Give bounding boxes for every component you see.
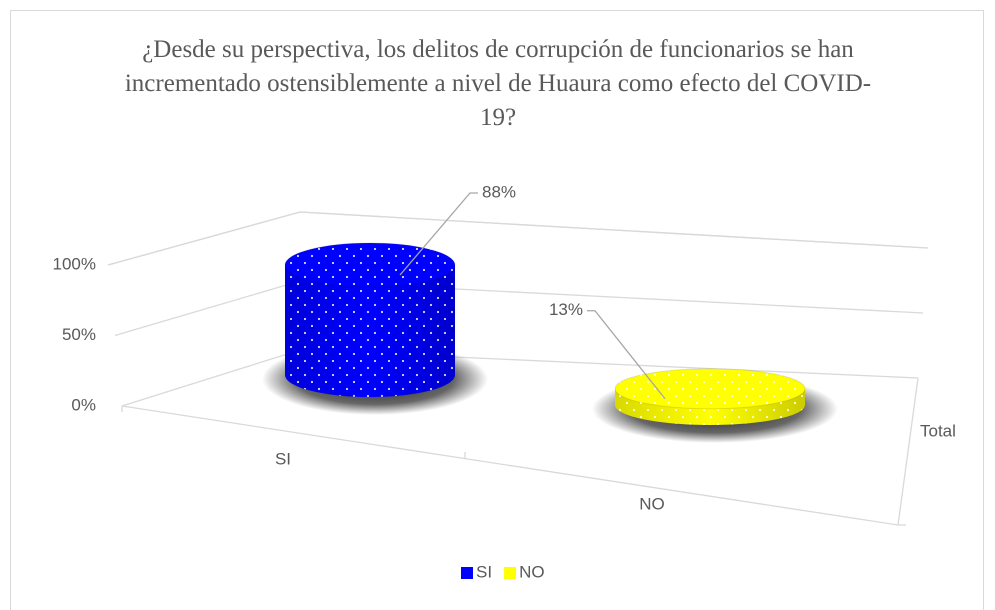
axes-frame [107,211,929,526]
leader-line [587,310,666,400]
y-tick-label: 100% [53,254,96,273]
bar-top-dots [615,368,805,409]
depth-axis-line [897,377,919,526]
y-tick-label: 50% [62,325,96,344]
legend-swatch [461,567,473,579]
legend-label: NO [519,562,545,581]
back-wall-top [107,211,929,266]
bar-body-dots [285,265,455,397]
x-tick-label: SI [275,449,291,468]
chart-title: ¿Desde su perspectiva, los delitos de co… [124,36,872,131]
grid-line [107,211,929,266]
bar-top-dots [285,243,455,287]
grid-line [114,280,924,337]
x-axis-line [121,405,899,526]
bar [614,368,806,425]
leader-line [399,192,478,276]
data-label: 88% [482,182,516,201]
y-tick-label: 0% [71,395,96,414]
bar [284,242,456,397]
depth-tick-label: Total [920,421,956,440]
x-tick-label: NO [639,494,665,513]
data-label: 13% [549,300,583,319]
legend-swatch [504,567,517,579]
legend-label: SI [476,562,492,581]
chart-frame [10,10,984,610]
